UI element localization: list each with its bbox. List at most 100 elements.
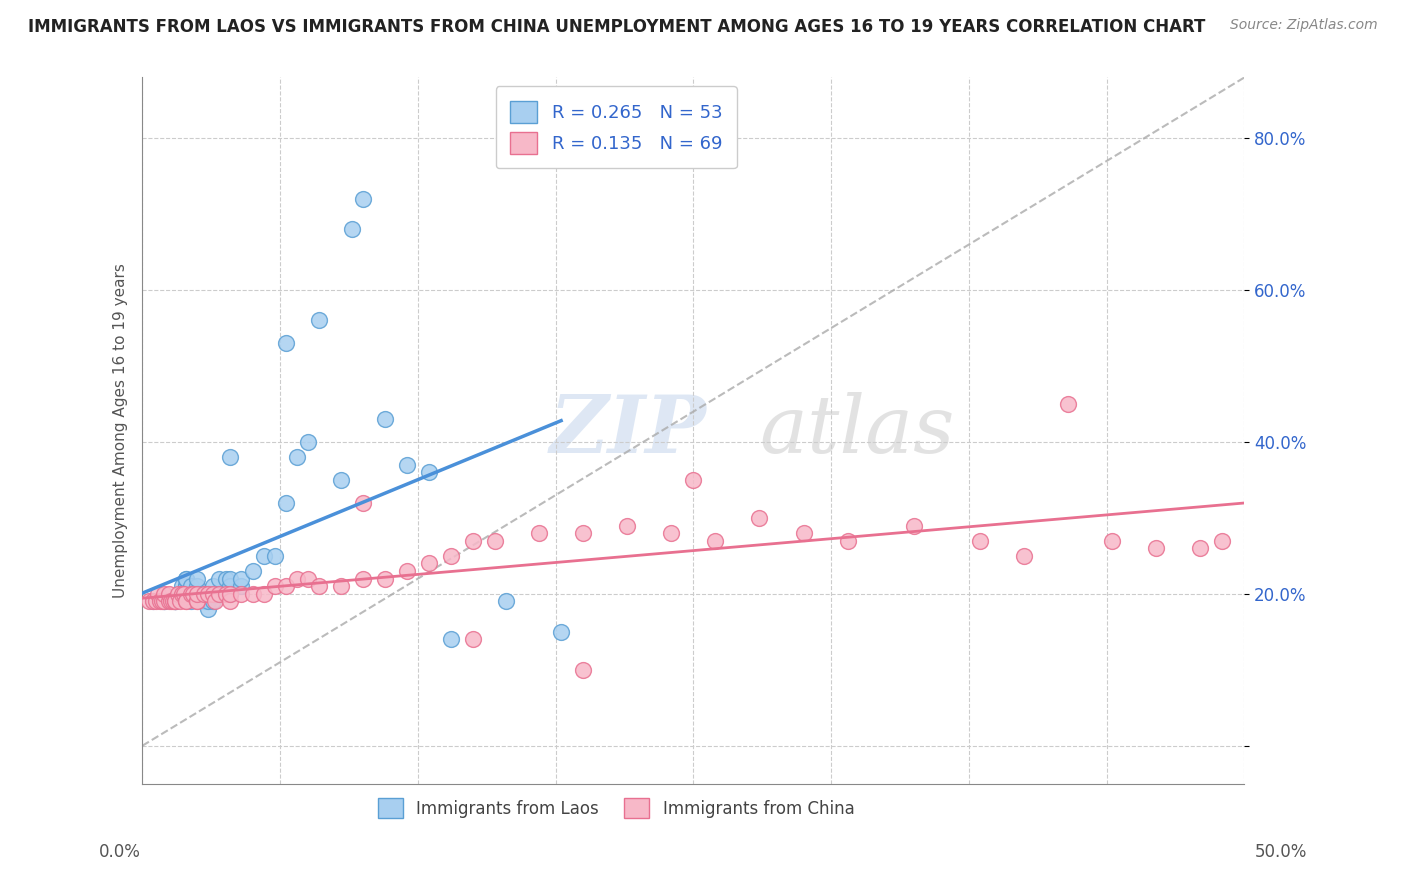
Point [173,587,195,601]
Point [176,594,198,608]
Point [219,587,242,601]
Point [165,594,187,608]
Point [263,549,285,563]
Point [242,587,264,601]
Point [252,587,274,601]
Point [208,587,231,601]
Point [215,572,238,586]
Point [180,594,202,608]
Point [440,632,463,647]
Point [1211,533,1233,548]
Point [1101,533,1123,548]
Text: Source: ZipAtlas.com: Source: ZipAtlas.com [1230,18,1378,32]
Point [153,594,176,608]
Point [201,594,224,608]
Point [197,587,219,601]
Point [274,336,297,351]
Point [153,594,176,608]
Point [153,594,176,608]
Point [208,572,231,586]
Point [969,533,991,548]
Point [572,663,595,677]
Point [461,632,484,647]
Text: 0.0%: 0.0% [98,843,141,861]
Point [165,594,187,608]
Point [170,587,193,601]
Text: atlas: atlas [759,392,955,469]
Point [285,572,308,586]
Point [197,587,219,601]
Point [297,572,319,586]
Point [616,518,638,533]
Point [527,526,550,541]
Point [308,579,330,593]
Point [231,579,253,593]
Text: IMMIGRANTS FROM LAOS VS IMMIGRANTS FROM CHINA UNEMPLOYMENT AMONG AGES 16 TO 19 Y: IMMIGRANTS FROM LAOS VS IMMIGRANTS FROM … [28,18,1205,36]
Point [186,594,208,608]
Point [329,473,352,487]
Point [219,594,242,608]
Point [208,587,231,601]
Point [193,587,215,601]
Point [157,594,180,608]
Point [186,587,208,601]
Point [219,450,242,465]
Point [572,526,595,541]
Point [440,549,463,563]
Point [1012,549,1035,563]
Point [201,579,224,593]
Point [193,594,215,608]
Point [263,579,285,593]
Point [242,564,264,578]
Point [142,594,165,608]
Point [176,572,198,586]
Point [160,594,183,608]
Point [274,496,297,510]
Point [176,594,198,608]
Text: ZIP: ZIP [550,392,707,469]
Y-axis label: Unemployment Among Ages 16 to 19 years: Unemployment Among Ages 16 to 19 years [114,263,128,598]
Point [197,602,219,616]
Point [186,594,208,608]
Point [461,533,484,548]
Point [219,587,242,601]
Point [138,594,160,608]
Point [201,587,224,601]
Point [418,466,440,480]
Point [395,458,418,472]
Point [748,511,770,525]
Point [374,572,396,586]
Point [285,450,308,465]
Point [186,587,208,601]
Point [169,594,191,608]
Point [418,557,440,571]
Point [165,594,187,608]
Point [297,434,319,449]
Point [352,192,374,206]
Point [837,533,859,548]
Point [176,572,198,586]
Point [903,518,925,533]
Point [219,579,242,593]
Text: 50.0%: 50.0% [1256,843,1308,861]
Point [176,579,198,593]
Point [495,594,517,608]
Point [166,587,188,601]
Point [215,587,238,601]
Point [186,587,208,601]
Point [231,587,253,601]
Point [204,594,226,608]
Point [682,473,704,487]
Point [659,526,682,541]
Point [219,572,242,586]
Point [1189,541,1212,556]
Point [197,587,219,601]
Point [340,222,363,236]
Point [308,313,330,327]
Point [329,579,352,593]
Point [142,594,165,608]
Point [146,587,169,601]
Point [153,587,176,601]
Point [170,579,193,593]
Point [186,579,208,593]
